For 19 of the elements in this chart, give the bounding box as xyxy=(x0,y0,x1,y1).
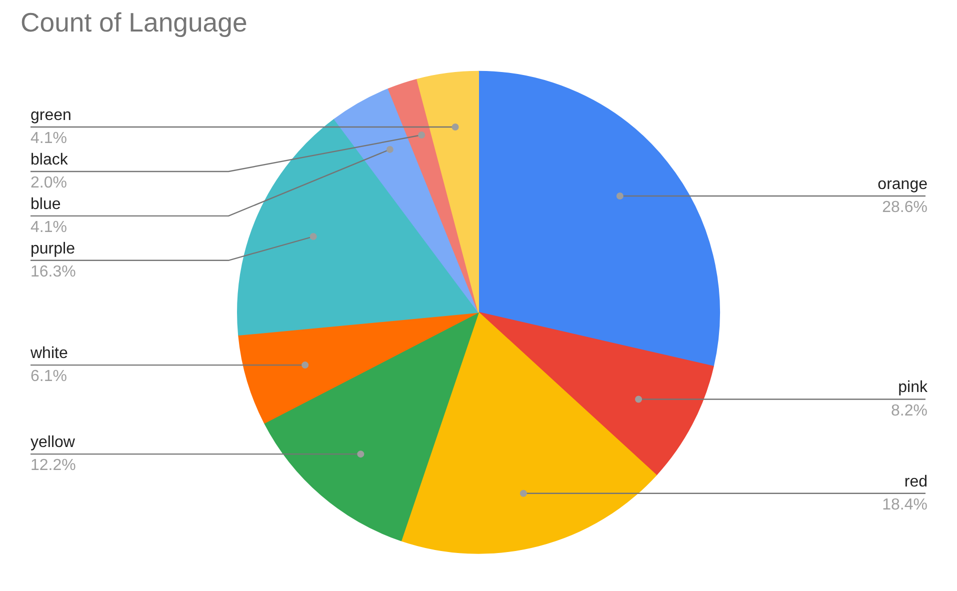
data-label: 12.2% xyxy=(30,457,76,474)
data-label: 4.1% xyxy=(30,219,67,236)
data-label: 8.2% xyxy=(891,402,928,420)
data-label: 28.6% xyxy=(882,199,928,216)
slice-label: orange xyxy=(878,176,928,193)
chart-title: Count of Language xyxy=(20,8,248,38)
slice-label: pink xyxy=(898,379,928,396)
data-label: 16.3% xyxy=(30,263,76,280)
slice-label: red xyxy=(904,473,928,490)
slice-label: yellow xyxy=(30,434,76,451)
data-label: 18.4% xyxy=(882,496,928,514)
data-label: 4.1% xyxy=(30,130,67,148)
slice-label: black xyxy=(30,151,69,168)
slice-label: white xyxy=(30,344,68,362)
slice-label: blue xyxy=(30,196,61,213)
slice-label: purple xyxy=(30,240,76,258)
data-label: 6.1% xyxy=(30,368,67,386)
slice-label: green xyxy=(30,106,72,124)
data-label: 2.0% xyxy=(30,174,67,192)
